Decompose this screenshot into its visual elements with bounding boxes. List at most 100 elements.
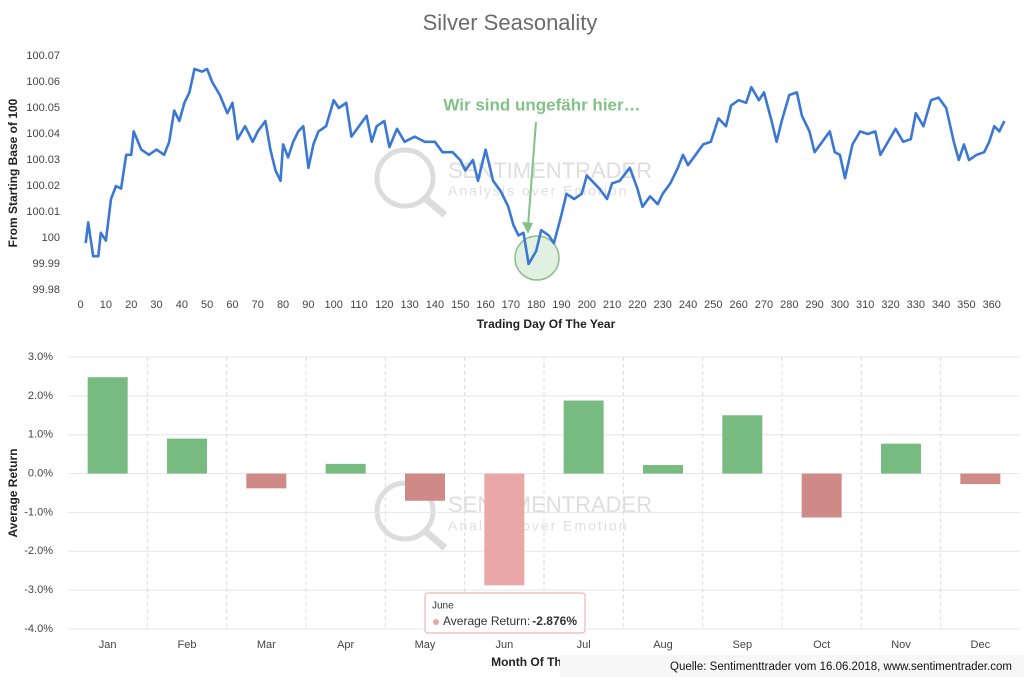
watermark-logo	[422, 195, 448, 218]
tooltip-series: Average Return:	[443, 614, 530, 628]
x-tick-label: Feb	[178, 639, 197, 651]
tooltip-marker	[433, 619, 439, 625]
x-tick-label: Nov	[891, 639, 911, 651]
x-tick-label: Jun	[495, 639, 513, 651]
annotation-arrow-head	[522, 222, 533, 234]
y-tick-label: 99.98	[32, 284, 60, 296]
y-tick-label: 100.07	[26, 50, 60, 62]
source-bg	[560, 655, 1024, 677]
y-tick-label: 2.0%	[28, 390, 53, 402]
chart-title: Silver Seasonality	[423, 10, 598, 35]
y-tick-label: 100.01	[26, 206, 60, 218]
x-tick-label: 80	[277, 299, 289, 311]
y-tick-label: 100.02	[26, 180, 60, 192]
x-tick-label: 50	[201, 299, 213, 311]
y-tick-label: 3.0%	[28, 351, 53, 363]
x-tick-label: Mar	[257, 639, 276, 651]
watermark-text: SENTIMENTRADER	[448, 492, 652, 517]
y-tick-label: 99.99	[32, 258, 60, 270]
x-tick-label: 290	[805, 299, 823, 311]
source: Quelle: Sentimenttrader vom 16.06.2018, …	[670, 661, 1012, 673]
x-tick-label: 320	[881, 299, 899, 311]
watermark-logo	[374, 147, 436, 209]
y-axis-title: Average Return	[6, 449, 20, 538]
x-tick-label: 230	[654, 299, 672, 311]
bar	[881, 443, 921, 474]
x-tick-label: 10	[100, 299, 112, 311]
x-tick-label: 130	[400, 299, 418, 311]
x-tick-label: May	[415, 639, 436, 651]
y-tick-label: -2.0%	[24, 545, 53, 557]
x-tick-label: 240	[679, 299, 697, 311]
y-tick-label: 100.04	[26, 128, 60, 140]
watermark-text: Analysis over Emotion	[448, 518, 629, 534]
x-tick-label: 330	[907, 299, 925, 311]
y-tick-label: 100	[42, 232, 60, 244]
x-tick-label: 350	[957, 299, 975, 311]
x-tick-label: 200	[578, 299, 596, 311]
watermark-logo	[422, 528, 448, 551]
bar	[405, 473, 445, 501]
x-tick-label: 60	[226, 299, 238, 311]
bar	[484, 473, 525, 586]
x-tick-label: 190	[552, 299, 570, 311]
annotation-arrow	[527, 121, 537, 227]
tooltip-title: June	[432, 601, 454, 612]
x-tick-label: 40	[176, 299, 188, 311]
line	[84, 67, 1006, 266]
x-tick-label: Dec	[971, 639, 991, 651]
y-tick-label: -1.0%	[24, 506, 53, 518]
tooltip-box	[424, 592, 586, 634]
bar	[722, 415, 763, 474]
x-tick-label: 180	[527, 299, 545, 311]
x-tick-label: 260	[729, 299, 747, 311]
x-tick-label: Sep	[733, 639, 753, 651]
y-tick-label: 100.03	[26, 154, 60, 166]
y-tick-label: 0.0%	[28, 467, 53, 479]
x-tick-label: 100	[325, 299, 343, 311]
x-tick-label: 170	[502, 299, 520, 311]
x-tick-label: Apr	[337, 639, 354, 651]
bar	[643, 465, 683, 474]
tooltip: June Average Return: -2.876%	[424, 592, 586, 634]
plots: 99.9899.99100100.01100.02100.03100.04100…	[24, 50, 1020, 651]
x-tick-label: 90	[302, 299, 314, 311]
x-tick-label: 160	[476, 299, 494, 311]
bar	[960, 473, 1001, 485]
bar	[167, 438, 207, 474]
x-tick-label: 270	[755, 299, 773, 311]
x-tick-label: 0	[78, 299, 84, 311]
watermark	[374, 147, 448, 551]
x-tick-label: 310	[856, 299, 874, 311]
y-tick-label: 1.0%	[28, 429, 53, 441]
bar	[87, 377, 128, 474]
x-tick-label: Jan	[99, 639, 117, 651]
bar	[325, 463, 366, 474]
x-tick-label: 140	[426, 299, 444, 311]
x-tick-label: 20	[125, 299, 137, 311]
bar	[801, 473, 842, 518]
y-axis-title: From Starting Base of 100	[6, 98, 20, 247]
x-tick-label: 250	[704, 299, 722, 311]
x-tick-label: Jul	[577, 639, 591, 651]
annotation: Wir sind ungefähr hier…	[443, 95, 640, 114]
y-tick-label: -3.0%	[24, 584, 53, 596]
x-tick-label: 300	[831, 299, 849, 311]
x-tick-label: Aug	[653, 639, 673, 651]
x-tick-label: 280	[780, 299, 798, 311]
y-tick-label: -4.0%	[24, 623, 53, 635]
y-tick-label: 100.06	[26, 76, 60, 88]
x-tick-label: 210	[603, 299, 621, 311]
x-tick-label: 360	[983, 299, 1001, 311]
bar	[246, 473, 287, 489]
x-axis-title: Trading Day Of The Year	[477, 317, 616, 331]
bar	[563, 400, 604, 474]
tooltip-value: -2.876%	[532, 614, 577, 628]
x-tick-label: Oct	[813, 639, 830, 651]
x-tick-label: 30	[150, 299, 162, 311]
x-tick-label: 220	[628, 299, 646, 311]
x-tick-label: 150	[451, 299, 469, 311]
y-tick-label: 100.05	[26, 102, 60, 114]
x-tick-label: 340	[932, 299, 950, 311]
